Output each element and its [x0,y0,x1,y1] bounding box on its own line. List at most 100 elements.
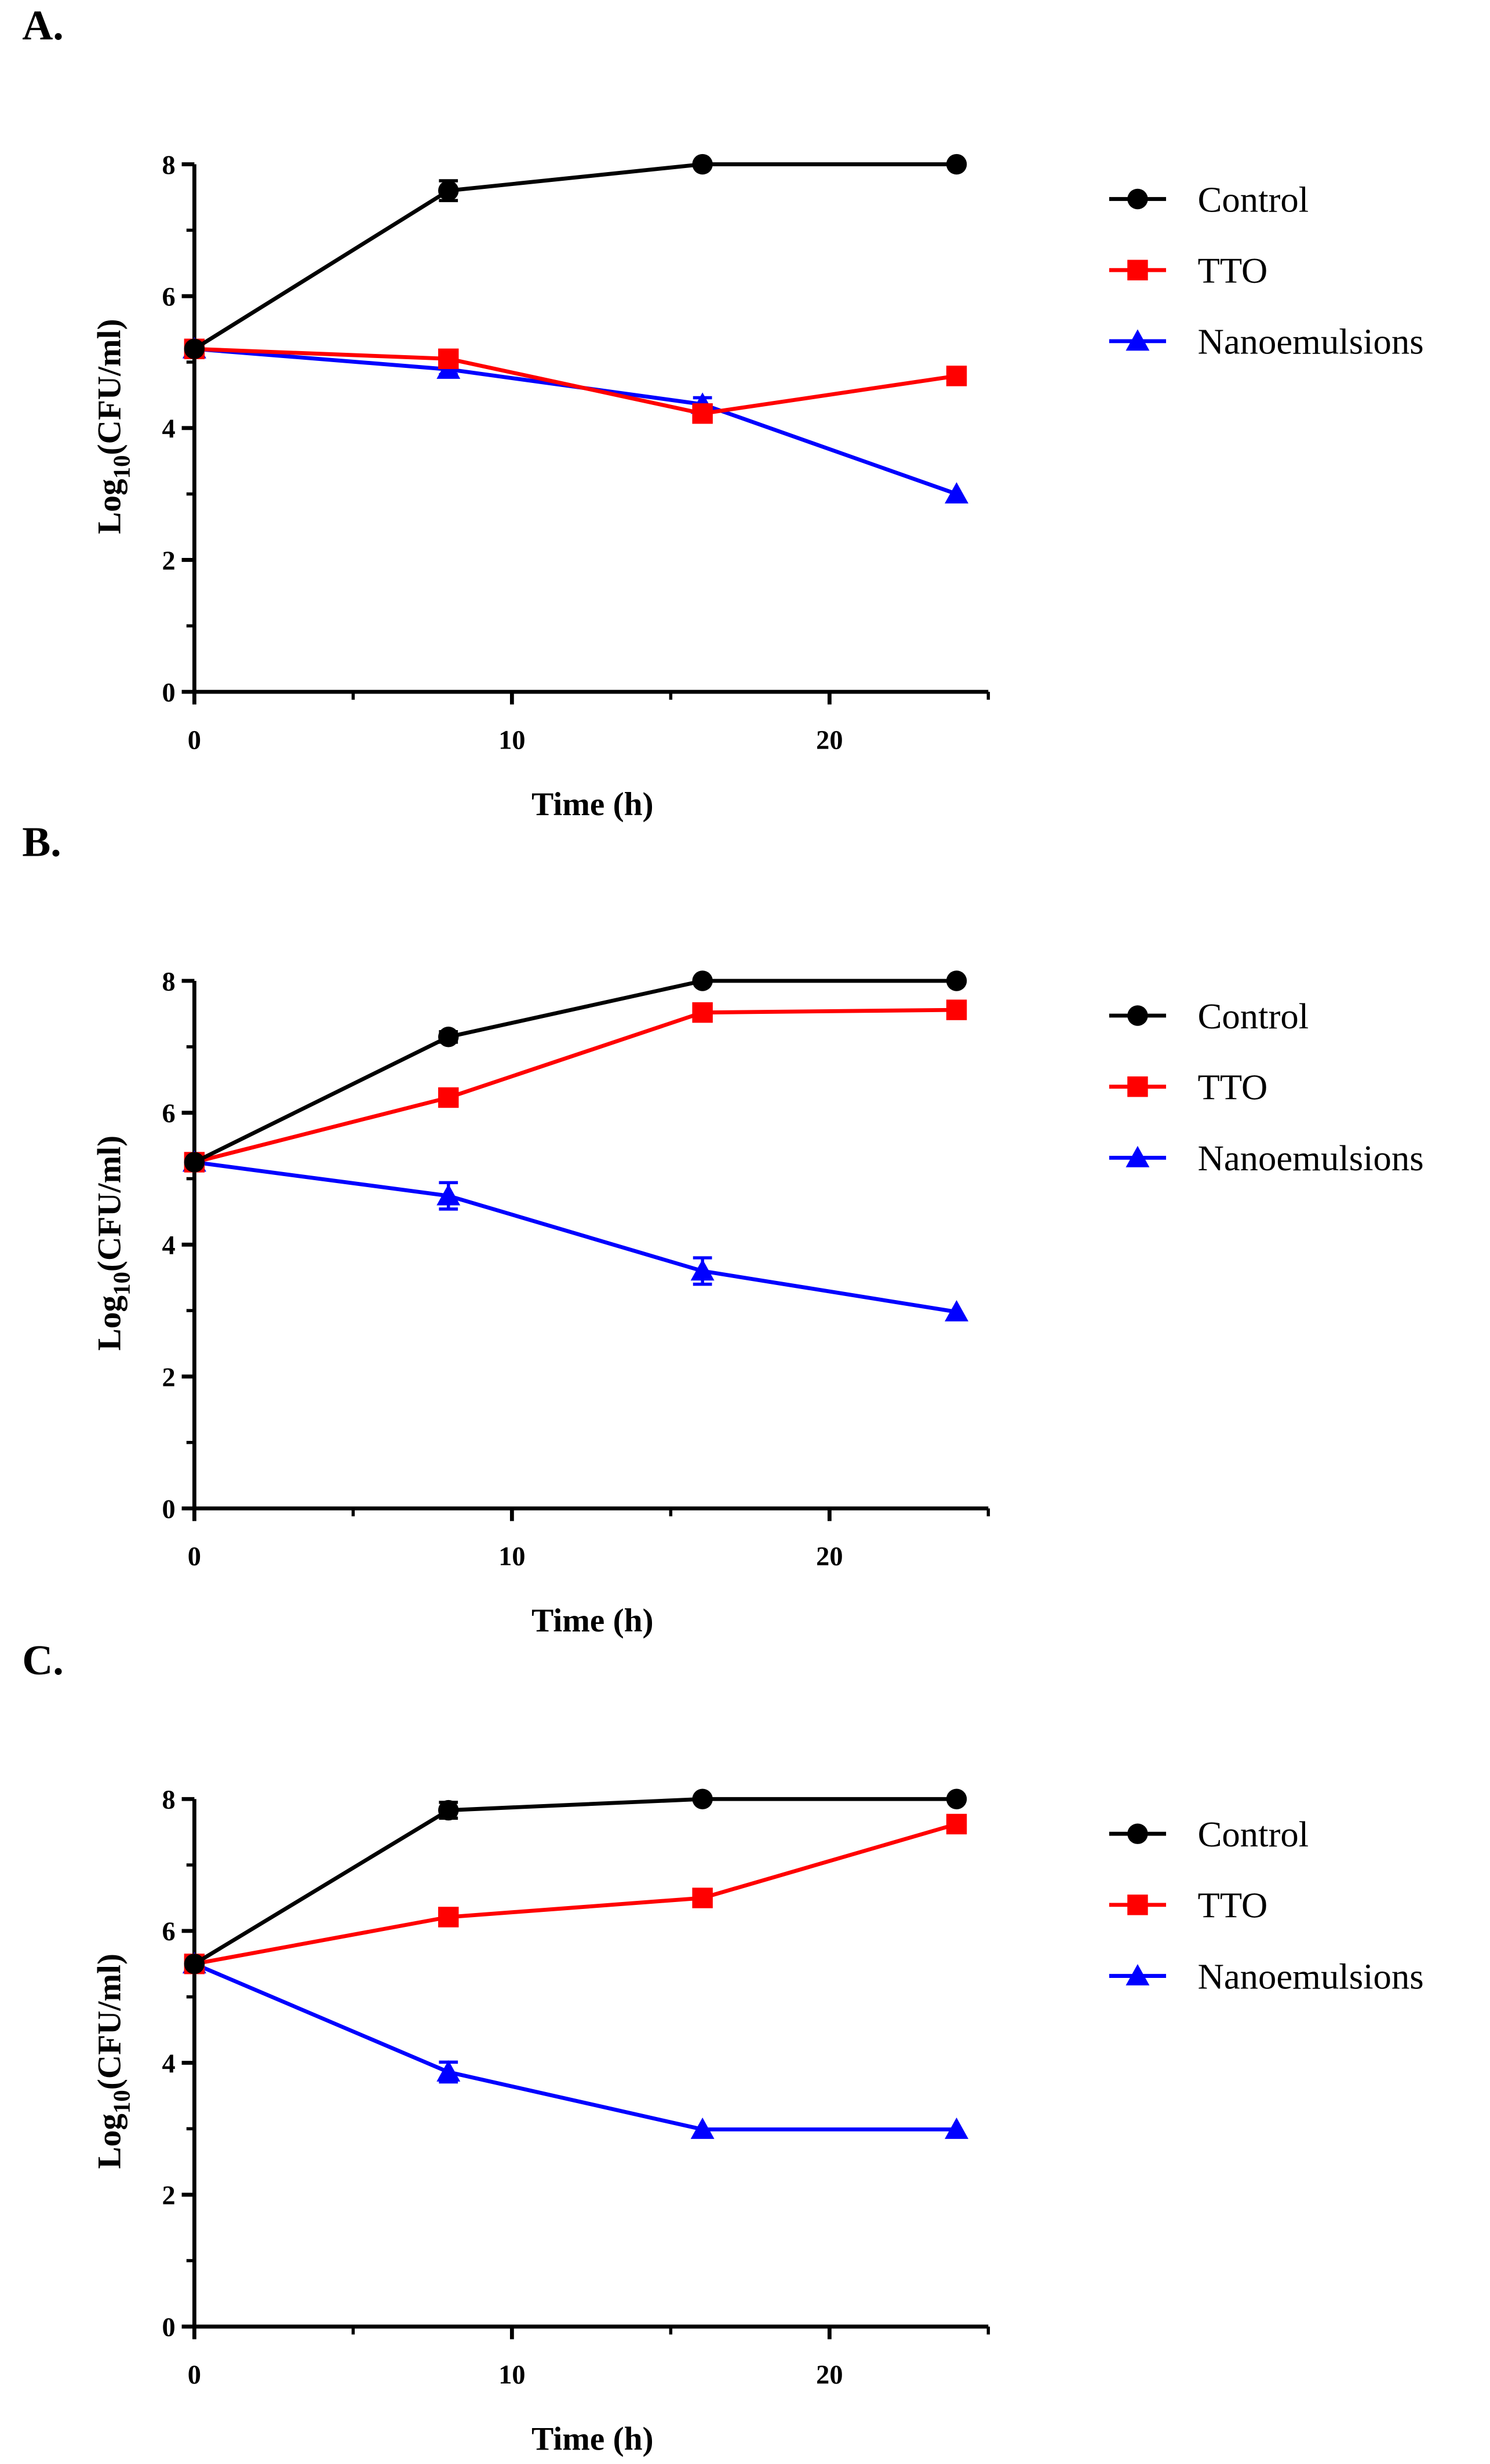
series-line [193,979,957,1165]
series-tto [184,1813,967,1974]
y-tick-label: 8 [162,151,176,180]
marker-triangle [436,2060,461,2082]
legend-label: Control [1198,1814,1309,1855]
x-tick-label: 0 [188,2360,201,2390]
legend-label: TTO [1198,250,1268,291]
y-tick-label: 4 [162,414,176,444]
series-line [194,1007,957,1165]
legend-label: TTO [1198,1885,1268,1926]
y-tick-label: 2 [162,546,176,576]
legend-item-nanoemulsions: Nanoemulsions [1109,1956,1424,1996]
series-line [193,1797,957,1966]
x-tick-label: 20 [816,1542,843,1572]
legend-item-nanoemulsions: Nanoemulsions [1109,322,1424,362]
marker-square [438,348,459,370]
marker-triangle [690,1259,715,1281]
marker-square [1127,1076,1148,1097]
legend-label: Control [1198,996,1309,1036]
y-tick-label: 4 [162,2049,176,2079]
y-axis-label-sub: 10 [109,1272,135,1295]
series-nanoemulsions [182,337,968,504]
legend-item-tto: TTO [1109,1885,1267,1926]
panel-label: C. [22,1636,64,1684]
x-axis-label: Time (h) [531,2421,653,2457]
y-tick-label: 0 [162,2313,176,2342]
marker-square [692,1888,713,1908]
y-axis-label-main: Log [91,479,127,534]
legend-label: Control [1198,179,1309,220]
y-axis-label-rest: (CFU/ml) [91,319,127,455]
legend-item-tto: TTO [1109,1067,1267,1107]
marker-square [946,366,967,386]
series-line [194,1160,957,1314]
y-axis-label: Log10(CFU/ml) [91,319,134,534]
x-tick-label: 0 [188,725,201,755]
y-axis-label-main: Log [91,1295,127,1351]
x-tick-label: 10 [498,725,525,755]
y-tick-label: 2 [162,2181,176,2211]
y-tick-label: 8 [162,1786,176,1815]
y-axis-label: Log10(CFU/ml) [91,1136,134,1351]
marker-square [438,1087,459,1108]
series-control [184,1788,967,1974]
x-tick-label: 20 [816,725,843,755]
x-axis-label: Time (h) [531,786,653,823]
marker-square [692,1002,713,1023]
legend-item-control: Control [1109,179,1309,220]
marker-square [692,403,713,424]
panel-label: B. [22,818,61,866]
y-tick-label: 8 [162,967,176,996]
marker-triangle [1125,1964,1150,1985]
y-tick-label: 6 [162,283,176,312]
marker-circle [438,180,459,201]
y-axis-label-rest: (CFU/ml) [91,1954,127,2090]
legend-item-control: Control [1109,1814,1309,1855]
x-axis-label: Time (h) [531,1602,653,1639]
legend-label: Nanoemulsions [1198,322,1424,362]
series-line [194,1822,957,1966]
legend-label: TTO [1198,1067,1268,1107]
marker-circle [946,154,967,175]
series-tto [184,338,967,424]
y-axis-label-rest: (CFU/ml) [91,1136,127,1272]
y-tick-label: 6 [162,1917,176,1947]
x-tick-label: 20 [816,2360,843,2390]
panel-label: A. [22,1,64,49]
marker-circle [946,970,967,991]
series-line [194,346,957,496]
y-axis-label-sub: 10 [109,455,135,479]
y-tick-label: 6 [162,1099,176,1129]
y-axis-label-sub: 10 [109,2090,135,2113]
marker-triangle [945,482,968,504]
marker-triangle [690,2118,715,2139]
marker-square [438,1907,459,1928]
legend-label: Nanoemulsions [1198,1138,1424,1178]
marker-circle [1127,1823,1148,1844]
series-nanoemulsions [182,1150,968,1322]
marker-triangle [1125,329,1150,351]
legend-item-tto: TTO [1109,250,1267,291]
marker-circle [1127,188,1148,210]
y-tick-label: 0 [162,1495,176,1524]
series-control [184,970,967,1173]
legend-label: Nanoemulsions [1198,1956,1424,1996]
x-tick-label: 0 [188,1542,201,1572]
marker-circle [184,1954,205,1974]
y-tick-label: 4 [162,1231,176,1261]
marker-square [946,999,967,1020]
marker-square [1127,260,1148,280]
marker-square [1127,1894,1148,1915]
marker-circle [438,1027,459,1047]
marker-circle [184,1152,205,1173]
marker-circle [692,154,713,175]
y-tick-label: 0 [162,678,176,707]
x-tick-label: 10 [498,2360,525,2390]
series-tto [184,999,967,1173]
marker-circle [946,1788,967,1809]
marker-triangle [945,1299,968,1322]
marker-circle [438,1799,459,1821]
